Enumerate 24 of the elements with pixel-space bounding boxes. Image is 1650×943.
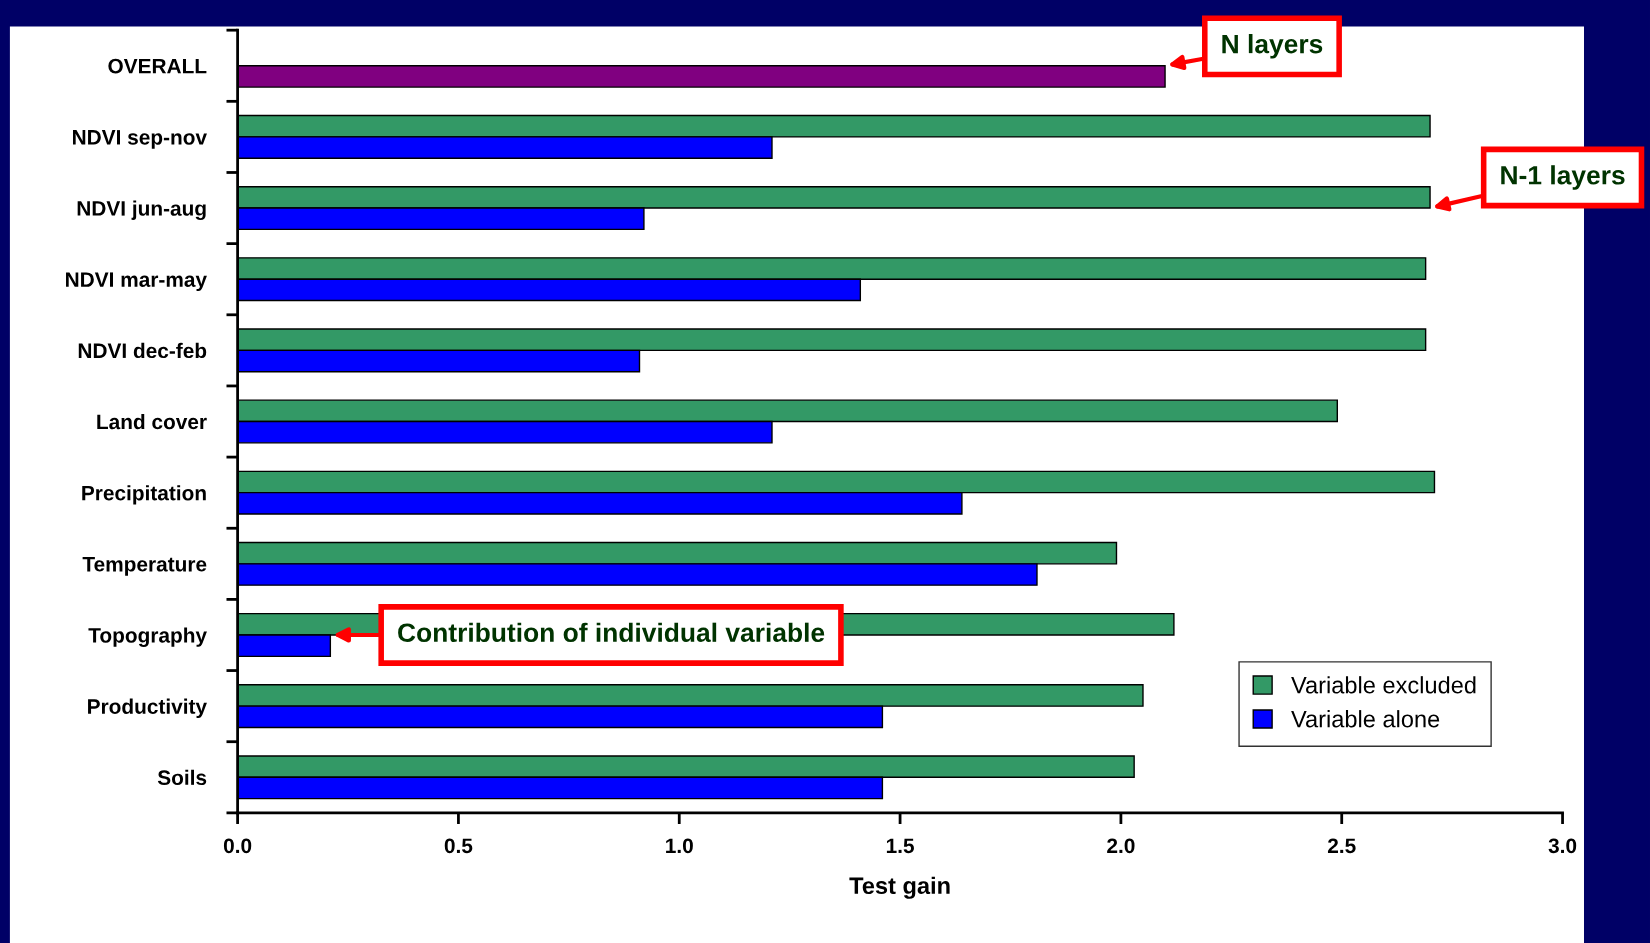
x-tick-label: 1.0 — [666, 838, 693, 854]
y-tick-label: NDVI jun-aug — [77, 200, 206, 221]
legend-label: Variable alone — [1291, 710, 1440, 728]
y-tick-label: Temperature — [82, 557, 207, 576]
y-tick-label: Soils — [157, 769, 207, 786]
annotation: Contribution of individual variable — [398, 622, 825, 643]
x-tick-label: 1.5 — [886, 838, 914, 854]
y-tick-label: OVERALL — [108, 58, 207, 74]
x-tick-label: 2.5 — [1327, 838, 1356, 854]
annotation: N layers — [1222, 34, 1323, 59]
y-tick-label: NDVI dec-feb — [78, 342, 207, 359]
x-tick-label: 0.5 — [444, 838, 473, 854]
annotation: N-1 layers — [1501, 165, 1625, 190]
y-tick-label: Land cover — [97, 413, 207, 430]
y-tick-label: NDVI mar-may — [66, 272, 207, 292]
legend-label: Variable excluded — [1291, 676, 1476, 694]
x-axis-title: Test gain — [849, 876, 950, 899]
x-tick-label: 0.0 — [223, 838, 252, 854]
y-tick-label: Productivity — [88, 698, 207, 719]
x-tick-label: 2.0 — [1107, 838, 1135, 854]
y-tick-label: Topography — [88, 627, 207, 647]
y-tick-label: Precipitation — [82, 485, 206, 505]
y-tick-label: NDVI sep-nov — [73, 130, 207, 149]
x-tick-label: 3.0 — [1548, 838, 1577, 854]
